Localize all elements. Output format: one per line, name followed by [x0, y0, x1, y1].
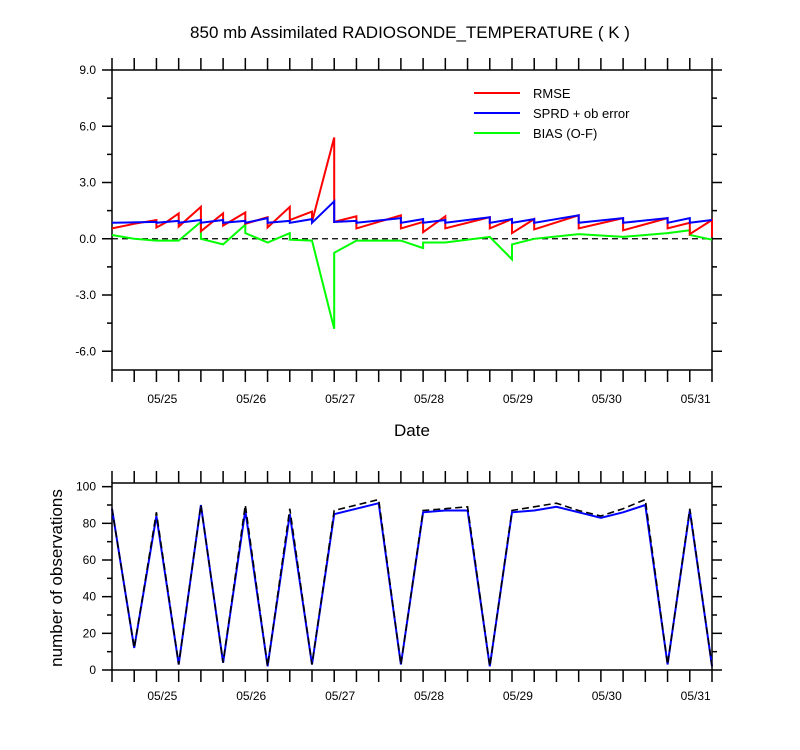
y-tick-label: 6.0: [79, 119, 96, 133]
y-tick-label: -6.0: [75, 344, 96, 358]
y-tick-label: 100: [76, 480, 96, 494]
figure: 850 mb Assimilated RADIOSONDE_TEMPERATUR…: [0, 0, 800, 750]
y-tick-label: -3.0: [75, 288, 96, 302]
x-tick-label: 05/28: [414, 392, 444, 406]
x-tick-label: 05/29: [503, 689, 533, 703]
x-tick-label: 05/31: [681, 689, 711, 703]
y-axis-title: number of observations: [47, 489, 66, 667]
legend: RMSE SPRD + ob error BIAS (O-F): [474, 86, 630, 141]
bias-rmse-chart: 850 mb Assimilated RADIOSONDE_TEMPERATUR…: [75, 23, 722, 440]
x-tick-label: 05/27: [325, 689, 355, 703]
legend-label: BIAS (O-F): [533, 126, 597, 141]
series-line-bias-o-f-: [112, 222, 712, 329]
x-tick-label: 05/30: [592, 689, 622, 703]
legend-label: RMSE: [533, 86, 571, 101]
x-tick-label: 05/26: [236, 392, 266, 406]
series-layer: [112, 500, 712, 667]
y-tick-label: 80: [83, 516, 97, 530]
series-line-observations-possible: [112, 500, 712, 667]
y-tick-label: 9.0: [79, 63, 96, 77]
y-tick-label: 60: [83, 553, 97, 567]
series-layer: [112, 138, 712, 329]
legend-label: SPRD + ob error: [533, 106, 630, 121]
x-tick-label: 05/27: [325, 392, 355, 406]
y-tick-label: 20: [83, 626, 97, 640]
y-tick-label: 0.0: [79, 232, 96, 246]
y-tick-label: 3.0: [79, 176, 96, 190]
x-tick-label: 05/30: [592, 392, 622, 406]
observation-count-chart: 100 80 60 40 20 0 05/25 05/26 05/27 05/28 05/29 05…: [47, 471, 722, 703]
series-line-sprd-ob-error: [112, 201, 712, 223]
x-tick-label: 05/31: [681, 392, 711, 406]
x-tick-label: 05/28: [414, 689, 444, 703]
y-tick-label: 40: [83, 590, 97, 604]
x-axis-title: Date: [394, 421, 430, 440]
y-tick-label: 0: [89, 663, 96, 677]
x-tick-label: 05/25: [147, 689, 177, 703]
x-tick-label: 05/29: [503, 392, 533, 406]
chart-title: 850 mb Assimilated RADIOSONDE_TEMPERATUR…: [190, 23, 630, 42]
x-tick-label: 05/26: [236, 689, 266, 703]
x-tick-label: 05/25: [147, 392, 177, 406]
